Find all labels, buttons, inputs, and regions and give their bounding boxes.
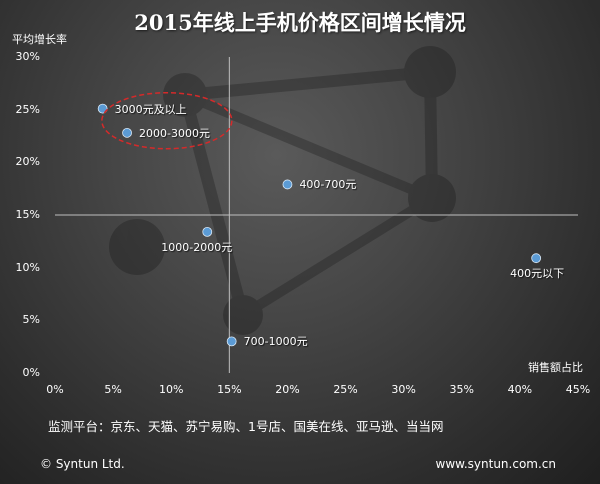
highlight-ellipse: [101, 91, 233, 150]
x-tick-label: 35%: [449, 383, 474, 396]
scatter-point: [122, 127, 132, 138]
x-tick-label: 20%: [275, 383, 300, 396]
x-tick-label: 10%: [158, 383, 184, 396]
points-group: [97, 103, 542, 347]
point-label: 400-700元: [299, 178, 357, 192]
point-label: 2000-3000元: [139, 126, 211, 140]
y-tick-label: 0%: [22, 366, 40, 379]
scatter-point: [226, 336, 237, 347]
y-tick-label: 25%: [15, 102, 40, 116]
x-tick-label: 40%: [507, 383, 533, 396]
axes-group: [55, 57, 578, 373]
background-decoration: [109, 46, 456, 335]
scatter-point: [282, 179, 293, 190]
x-tick-label: 25%: [333, 383, 358, 396]
website-link[interactable]: www.syntun.com.cn: [435, 457, 557, 471]
x-tick-label: 30%: [391, 383, 416, 396]
platforms-note: 监测平台：京东、天猫、苏宁易购、1号店、国美在线、亚马逊、当当网: [48, 419, 444, 434]
scatter-point: [202, 226, 213, 237]
y-tick-label: 30%: [15, 50, 40, 63]
x-tick-label: 0%: [46, 383, 64, 396]
point-label: 700-1000元: [243, 335, 308, 349]
copyright-text: © Syntun Ltd.: [40, 457, 125, 471]
y-tick-label: 15%: [15, 208, 40, 221]
x-tick-label: 5%: [104, 383, 122, 396]
scatter-point: [97, 103, 108, 114]
x-tick-label: 45%: [565, 383, 591, 396]
x-tick-label: 15%: [217, 383, 242, 396]
point-label: 3000元及以上: [114, 102, 187, 116]
y-tick-label: 10%: [15, 260, 40, 274]
point-label: 1000-2000元: [161, 240, 233, 254]
chart-title: 2015年线上手机价格区间增长情况: [134, 10, 466, 35]
y-axis-label: 平均增长率: [12, 33, 67, 46]
y-tick-label: 20%: [15, 155, 40, 169]
x-axis-label: 销售额占比: [528, 361, 583, 374]
point-label: 400元以下: [510, 267, 565, 281]
scatter-point: [531, 253, 542, 264]
y-tick-label: 5%: [22, 313, 40, 327]
